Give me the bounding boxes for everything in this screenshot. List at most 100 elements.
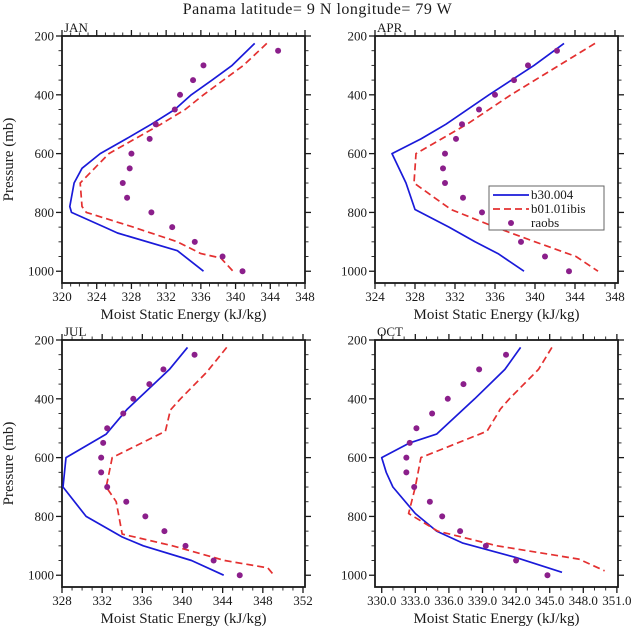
series-line-b30-004	[380, 346, 563, 574]
svg-text:1000: 1000	[28, 568, 54, 583]
series-line-b01-01ibis	[407, 346, 605, 572]
svg-text:1000: 1000	[28, 264, 54, 279]
svg-text:800: 800	[35, 509, 55, 524]
panel-apr: 324 328 332 336 340 344 348 200 400 600 800 1000 APR…	[341, 20, 625, 323]
plot-frame	[374, 35, 619, 284]
svg-text:1000: 1000	[341, 568, 367, 583]
legend-label: b30.004	[531, 187, 574, 202]
panel-oct: 330.0 333.0 336.0 339.0 342.0 345.0 348.0 351.0…	[341, 324, 632, 627]
axis-ticks	[56, 30, 311, 289]
plot-frame	[61, 35, 306, 284]
figure-title: Panama latitude= 9 N longitude= 79 W	[182, 1, 453, 18]
svg-text:328: 328	[52, 593, 72, 608]
plot-frame	[374, 339, 619, 588]
svg-text:800: 800	[35, 205, 55, 220]
svg-text:400: 400	[348, 87, 368, 102]
svg-text:200: 200	[35, 29, 55, 44]
plot-frame	[61, 339, 306, 588]
svg-text:324: 324	[365, 289, 385, 304]
svg-text:800: 800	[348, 509, 368, 524]
svg-text:336.0: 336.0	[434, 593, 463, 608]
series-dots-raobs	[403, 351, 551, 579]
legend-label: raobs	[531, 215, 559, 230]
svg-text:800: 800	[348, 205, 368, 220]
x-axis-title: Moist Static Energy (kJ/kg)	[414, 307, 580, 323]
svg-text:344: 344	[261, 289, 281, 304]
svg-text:345.0: 345.0	[535, 593, 564, 608]
svg-text:332: 332	[92, 593, 112, 608]
x-tick-labels: 328 332 336 340 344 348 352	[52, 593, 312, 608]
series-line-b30-004	[68, 42, 256, 272]
legend-sample-dot	[508, 220, 514, 226]
plot-apr: 324 328 332 336 340 344 348 200 400 600 800 1000 APR…	[341, 20, 625, 323]
series-line-b01-01ibis	[413, 42, 599, 272]
plot-oct: 330.0 333.0 336.0 339.0 342.0 345.0 348.0 351.0…	[341, 324, 632, 627]
svg-text:200: 200	[348, 29, 368, 44]
x-axis-title: Moist Static Energy (kJ/kg)	[414, 611, 580, 627]
x-tick-labels: 330.0 333.0 336.0 339.0 342.0 345.0 348.0 351.0	[367, 593, 631, 608]
y-axis-title: Pressure (mb)	[1, 118, 17, 202]
svg-text:348: 348	[605, 289, 625, 304]
x-axis-title: Moist Static Energy (kJ/kg)	[101, 307, 267, 323]
series-dots-raobs	[98, 351, 243, 579]
svg-text:348: 348	[253, 593, 273, 608]
svg-text:336: 336	[485, 289, 505, 304]
axis-ticks	[369, 334, 624, 593]
y-tick-labels: 200 400 600 800 1000	[341, 333, 367, 583]
svg-text:400: 400	[348, 391, 368, 406]
svg-text:328: 328	[405, 289, 425, 304]
series-dots-raobs	[440, 47, 572, 275]
plot-jan: 320 324 328 332 336 340 344 348 200 400 600 800 1000…	[1, 20, 315, 323]
svg-text:342.0: 342.0	[501, 593, 530, 608]
plot-jul: 328 332 336 340 344 348 352 200 400 600 800 1000 JUL…	[1, 324, 313, 627]
x-tick-labels: 320 324 328 332 336 340 344 348	[52, 289, 315, 304]
series-line-b01-01ibis	[79, 42, 268, 272]
month-label: APR	[377, 20, 403, 35]
series-line-b30-004	[391, 42, 565, 272]
svg-text:348: 348	[295, 289, 315, 304]
series-dots-raobs	[119, 47, 282, 275]
month-label: JAN	[64, 20, 88, 35]
svg-text:600: 600	[35, 146, 55, 161]
y-tick-labels: 200 400 600 800 1000	[28, 29, 54, 279]
y-tick-labels: 200 400 600 800 1000	[341, 29, 367, 279]
axis-ticks	[369, 30, 624, 289]
svg-text:1000: 1000	[341, 264, 367, 279]
svg-text:600: 600	[348, 450, 368, 465]
svg-text:200: 200	[35, 333, 55, 348]
svg-text:324: 324	[87, 289, 107, 304]
svg-text:340: 340	[525, 289, 545, 304]
series-line-b01-01ibis	[105, 346, 275, 576]
svg-text:340: 340	[226, 289, 246, 304]
x-tick-labels: 324 328 332 336 340 344 348	[365, 289, 625, 304]
svg-text:344: 344	[213, 593, 233, 608]
svg-text:400: 400	[35, 391, 55, 406]
svg-text:340: 340	[173, 593, 193, 608]
svg-text:336: 336	[191, 289, 211, 304]
svg-text:600: 600	[35, 450, 55, 465]
svg-text:332: 332	[156, 289, 176, 304]
svg-text:332: 332	[445, 289, 465, 304]
svg-text:348.0: 348.0	[569, 593, 598, 608]
svg-text:336: 336	[133, 593, 153, 608]
svg-text:333.0: 333.0	[401, 593, 430, 608]
axis-ticks	[56, 334, 311, 593]
svg-text:352: 352	[293, 593, 313, 608]
month-label: JUL	[64, 324, 86, 339]
y-tick-labels: 200 400 600 800 1000	[28, 333, 54, 583]
svg-text:328: 328	[122, 289, 142, 304]
svg-text:344: 344	[565, 289, 585, 304]
legend-label: b01.01ibis	[531, 201, 586, 216]
month-label: OCT	[377, 324, 403, 339]
svg-text:600: 600	[348, 146, 368, 161]
series-line-b30-004	[62, 346, 225, 576]
x-axis-title: Moist Static Energy (kJ/kg)	[101, 611, 267, 627]
svg-text:400: 400	[35, 87, 55, 102]
panel-jan: 320 324 328 332 336 340 344 348 200 400 600 800 1000…	[1, 20, 315, 323]
y-axis-title: Pressure (mb)	[1, 422, 17, 506]
svg-text:351.0: 351.0	[602, 593, 631, 608]
svg-text:330.0: 330.0	[367, 593, 396, 608]
svg-text:200: 200	[348, 333, 368, 348]
